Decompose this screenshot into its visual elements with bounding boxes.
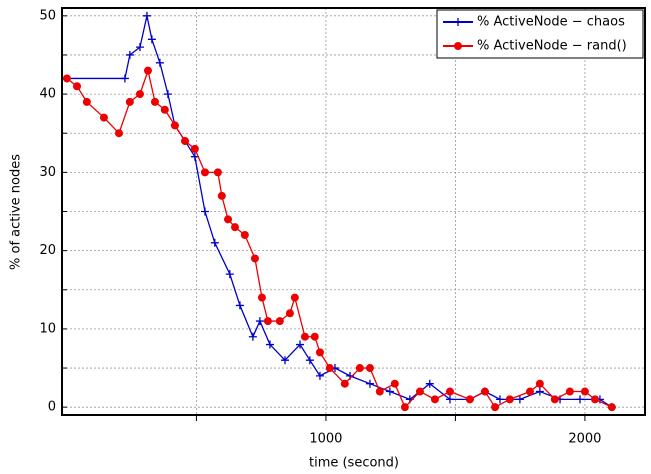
point: [505, 395, 514, 404]
y-tick-label: 50: [39, 8, 56, 23]
point: [73, 82, 82, 91]
point: [535, 379, 544, 388]
series-line: [66, 68, 613, 409]
point: [480, 387, 489, 396]
legend-marker: [454, 42, 462, 50]
legend-box: [436, 9, 644, 59]
y-tick-label: 10: [39, 321, 56, 336]
x-tick-label: 2000: [568, 432, 601, 447]
point: [565, 387, 574, 396]
point: [99, 113, 108, 122]
legend-label: % ActiveNode − chaos: [477, 15, 625, 30]
point: [280, 356, 289, 365]
point: [365, 379, 374, 388]
y-tick-label: 20: [39, 243, 56, 258]
point: [385, 387, 394, 396]
y-tick-label: 0: [48, 400, 56, 415]
point: [515, 395, 524, 404]
legend-label: % ActiveNode − rand(): [477, 39, 627, 54]
point: [142, 11, 151, 20]
series-line: [66, 15, 613, 408]
point: [491, 403, 500, 412]
point: [285, 309, 294, 318]
point: [425, 379, 434, 388]
point: [160, 105, 169, 114]
point: [125, 97, 134, 106]
x-axis-label: time (second): [309, 456, 399, 471]
y-tick-label: 30: [39, 165, 56, 180]
point: [200, 207, 209, 216]
point: [415, 387, 424, 396]
legend-marker: [454, 18, 462, 26]
point: [535, 387, 544, 396]
point: [135, 90, 144, 99]
point: [248, 332, 257, 341]
point: [125, 50, 134, 59]
point: [200, 168, 209, 177]
point: [465, 395, 474, 404]
point: [300, 332, 309, 341]
point: [225, 270, 234, 279]
point: [255, 317, 264, 326]
point: [495, 395, 504, 404]
point: [240, 230, 249, 239]
point: [263, 317, 272, 326]
point: [607, 403, 616, 412]
point: [114, 129, 123, 138]
point: [217, 191, 226, 200]
point: [365, 364, 374, 373]
point: [591, 395, 600, 404]
point: [135, 43, 144, 52]
point: [445, 395, 454, 404]
point: [250, 254, 259, 263]
point: [375, 387, 384, 396]
point: [275, 317, 284, 326]
point: [190, 144, 199, 153]
point: [526, 387, 535, 396]
point: [400, 403, 409, 412]
point: [147, 35, 156, 44]
point: [580, 387, 589, 396]
point: [120, 74, 129, 83]
point: [315, 371, 324, 380]
point: [82, 97, 91, 106]
point: [235, 301, 244, 310]
point: [224, 215, 233, 224]
point: [290, 293, 299, 302]
point: [305, 356, 314, 365]
point: [325, 364, 334, 373]
point: [575, 395, 584, 404]
point: [170, 121, 179, 130]
point: [62, 74, 71, 83]
point: [210, 238, 219, 247]
x-tick-label: 1000: [309, 432, 342, 447]
y-tick-label: 40: [39, 87, 56, 102]
point: [163, 90, 172, 99]
plot-frame: [61, 7, 646, 416]
point: [155, 58, 164, 67]
point: [150, 97, 159, 106]
point: [550, 395, 559, 404]
point: [445, 387, 454, 396]
point: [143, 66, 152, 75]
point: [265, 340, 274, 349]
y-axis-label: % of active nodes: [9, 154, 24, 270]
point: [296, 340, 305, 349]
point: [340, 379, 349, 388]
point: [257, 293, 266, 302]
point: [231, 223, 240, 232]
point: [355, 364, 364, 373]
point: [181, 137, 190, 146]
point: [213, 168, 222, 177]
point: [430, 395, 439, 404]
point: [310, 332, 319, 341]
point: [390, 379, 399, 388]
point: [315, 348, 324, 357]
